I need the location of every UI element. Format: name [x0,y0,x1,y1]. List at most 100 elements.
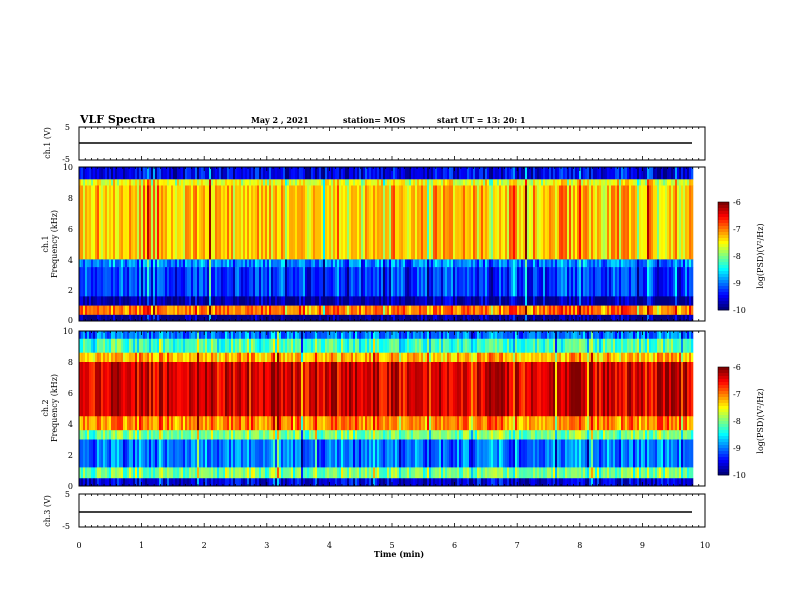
spectrogram-cell [683,259,686,268]
spectrogram-cell [583,259,586,268]
spectrogram-cell [383,338,386,353]
spectrogram-cell [183,416,186,431]
spectrogram-cell [361,416,364,431]
spectrogram-cell [297,362,300,417]
spectrogram-cell [457,362,460,417]
spectrogram-cell [507,362,510,417]
spectrogram-cell [433,296,436,306]
spectrogram-cell [175,296,178,306]
spectrogram-cell [315,259,318,268]
spectrogram-cell [227,338,230,353]
spectrogram-cell [109,179,112,186]
spectrogram-cell [403,362,406,417]
spectrogram-cell [617,305,620,316]
spectrogram-cell [337,179,340,186]
spectrogram-cell [409,416,412,431]
spectrogram-cell [287,296,290,306]
spectrogram-cell [221,439,224,468]
spectrogram-cell [641,305,644,316]
spectrogram-cell [613,179,616,186]
spectrogram-cell [647,179,650,186]
spectrogram-cell [225,362,228,417]
spectrogram-cell [177,352,180,363]
spectrogram-cell [605,185,608,260]
spectrogram-cell [495,416,498,431]
spectrogram-cell [239,259,242,268]
spectrogram-cell [235,314,238,322]
spectrogram-cell [337,439,340,468]
spectrogram-cell [423,167,426,180]
spectrogram-cell [373,338,376,353]
spectrogram-cell [611,296,614,306]
spectrogram-cell [519,338,522,353]
spectrogram-cell [185,179,188,186]
spectrogram-cell [197,467,200,479]
spectrogram-cell [605,179,608,186]
spectrogram-cell [517,305,520,316]
spectrogram-cell [599,185,602,260]
spectrogram-cell [223,185,226,260]
spectrogram-cell [251,331,254,340]
spectrogram-cell [317,296,320,306]
spectrogram-cell [107,352,110,363]
spectrogram-cell [413,439,416,468]
spectrogram-cell [251,338,254,353]
spectrogram-cell [665,185,668,260]
spectrogram-cell [529,259,532,268]
spectrogram-cell [161,352,164,363]
spectrogram-cell [671,314,674,322]
spectrogram-cell [543,314,546,322]
spectrogram-cell [419,338,422,353]
spectrogram-cell [325,362,328,417]
spectrogram-cell [523,439,526,468]
spectrogram-cell [387,305,390,316]
spectrogram-cell [131,185,134,260]
spectrogram-cell [137,416,140,431]
spectrogram-cell [523,267,526,297]
spectrogram-cell [485,478,488,487]
spectrogram-cell [659,314,662,322]
spectrogram-cell [223,314,226,322]
spectrogram-cell [143,439,146,468]
spectrogram-cell [359,331,362,340]
spectrogram-cell [239,439,242,468]
spectrogram-cell [475,259,478,268]
spectrogram-cell [607,185,610,260]
spectrogram-cell [197,478,200,487]
spectrogram-cell [529,430,532,440]
spectrogram-cell [469,362,472,417]
spectrogram-cell [527,331,530,340]
spectrogram-cell [417,267,420,297]
spectrogram-cell [207,467,210,479]
spectrogram-cell [155,305,158,316]
spectrogram-cell [163,179,166,186]
spectrogram-cell [153,338,156,353]
spectrogram-cell [421,467,424,479]
spectrogram-cell [503,362,506,417]
spectrogram-cell [447,296,450,306]
figure-title: VLF Spectra [79,113,155,126]
spectrogram-cell [97,430,100,440]
spectrogram-cell [675,185,678,260]
spectrogram-cell [371,305,374,316]
spectrogram-cell [453,314,456,322]
spectrogram-cell [405,167,408,180]
spectrogram-cell [405,467,408,479]
spectrogram-cell [399,267,402,297]
spectrogram-cell [229,362,232,417]
spectrogram-cell [669,305,672,316]
spectrogram-cell [375,467,378,479]
spectrogram-cell [165,352,168,363]
spectrogram-cell [117,259,120,268]
spectrogram-cell [507,331,510,340]
spectrogram-cell [463,467,466,479]
spectrogram-cell [453,305,456,316]
spectrogram-cell [81,185,84,260]
spectrogram-cell [187,179,190,186]
spectrogram-cell [227,179,230,186]
spectrogram-cell [107,362,110,417]
spectrogram-cell [233,338,236,353]
spectrogram-cell [175,267,178,297]
spectrogram-cell [517,179,520,186]
spectrogram-cell [269,267,272,297]
